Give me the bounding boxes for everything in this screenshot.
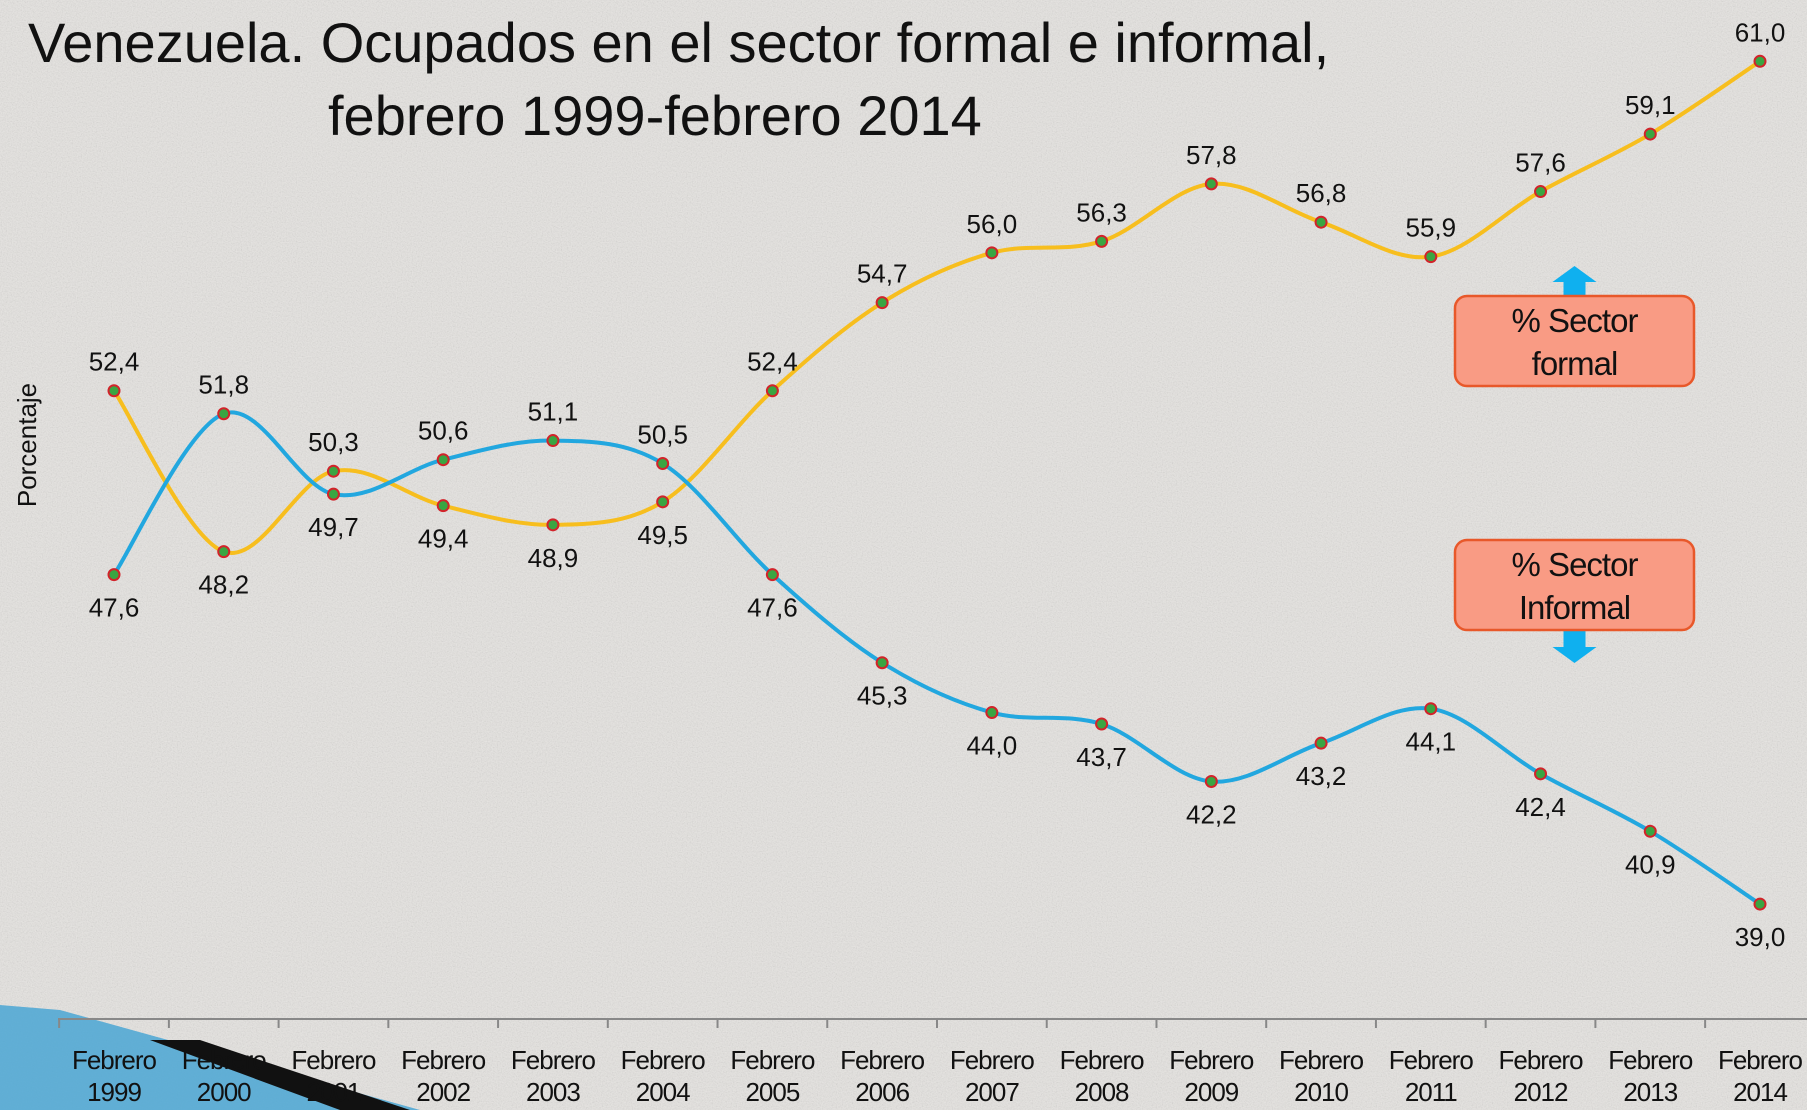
legend-label: % Sector Informal [1511,546,1639,626]
data-label: 42,4 [1515,792,1566,822]
legend-box [1453,538,1696,632]
marker [1204,177,1218,191]
data-label: 44,1 [1405,727,1456,757]
decoration [150,1040,410,1110]
data-label: 48,9 [528,543,579,573]
x-tick-label: Febrero 2000 [181,1045,267,1107]
marker [985,706,999,720]
marker [1643,824,1657,838]
legend-frame: % Sector formal [1511,302,1639,382]
marker [1314,736,1328,750]
marker [1314,215,1328,229]
marker [765,568,779,582]
marker [656,495,670,509]
data-label: 48,2 [198,570,249,600]
data-label: 51,8 [198,370,249,400]
data-label: 56,0 [967,209,1018,239]
data-label: 42,2 [1186,799,1237,829]
marker [985,246,999,260]
marker [1643,127,1657,141]
marker [546,518,560,532]
data-label: 43,7 [1076,742,1127,772]
marker [436,453,450,467]
data-label: 45,3 [857,681,908,711]
x-tick-label: Febrero 2010 [1279,1045,1364,1107]
marker [217,407,231,421]
line [112,410,1762,906]
marker [875,296,889,310]
data-label: 50,3 [308,427,359,457]
data-label: 52,4 [747,347,798,377]
data-label: 51,1 [528,397,579,427]
marker [107,568,121,582]
data-label: 52,4 [89,347,140,377]
x-tick-label: Febrero 2014 [1717,1045,1803,1107]
x-tick-label: Febrero 2006 [840,1045,925,1107]
data-label: 49,4 [418,524,469,554]
marker [765,384,779,398]
arrow [1552,266,1597,296]
marker [1204,774,1218,788]
x-tick-label: Febrero 2007 [949,1045,1035,1107]
legend-label: % Sector formal [1511,302,1639,382]
data-label: 40,9 [1625,849,1676,879]
data-label: 56,3 [1076,197,1127,227]
data-label: 43,2 [1296,761,1347,791]
data-label: 57,6 [1515,148,1566,178]
x-tick-label: Febrero 2004 [620,1045,706,1107]
x-tick-label: Febrero 2009 [1169,1045,1254,1107]
data-label: 49,7 [308,512,359,542]
x-tick-label: Febrero 2012 [1498,1045,1584,1107]
x-tick-label: Febrero 2008 [1059,1045,1145,1107]
data-label: 50,6 [418,416,469,446]
x-tick-label: Febrero 2005 [730,1045,815,1107]
data-label: 56,8 [1296,178,1347,208]
x-tick-label: Febrero 2011 [1388,1045,1474,1107]
marker [1753,897,1767,911]
x-tick-label: Febrero 2003 [510,1045,596,1107]
data-label: 47,6 [747,593,798,623]
data-label: 55,9 [1405,213,1456,243]
line [112,59,1762,556]
marker [546,434,560,448]
marker [1095,717,1109,731]
y-axis-label: Porcentaje [12,383,42,507]
marker [436,499,450,513]
marker [1534,185,1548,199]
marker [217,545,231,559]
marker [656,457,670,471]
chart-title: febrero 1999-febrero 2014 [328,84,982,147]
marker [1424,250,1438,264]
data-label: 49,5 [637,520,688,550]
marker [107,384,121,398]
data-label: 57,8 [1186,140,1237,170]
x-tick-label: Febrero 2013 [1608,1045,1693,1107]
data-label: 47,6 [89,593,140,623]
marker [1095,234,1109,248]
legend-frame: % Sector Informal [1511,546,1639,626]
data-label: 54,7 [857,259,908,289]
data-label: 59,1 [1625,90,1676,120]
marker [326,487,340,501]
data-label: 50,5 [637,420,688,450]
x-tick-label: Febrero 2002 [401,1045,486,1107]
marker [1753,54,1767,68]
x-tick-label: Febrero 2001 [291,1045,376,1107]
legend-box [1453,294,1696,388]
x-tick-label: Febrero 1999 [71,1045,157,1107]
data-label: 61,0 [1735,17,1786,47]
data-label: 39,0 [1735,922,1786,952]
marker [326,464,340,478]
marker [875,656,889,670]
arrow [1552,630,1597,663]
data-label: 44,0 [967,731,1018,761]
marker [1424,702,1438,716]
marker [1534,767,1548,781]
chart-title: Venezuela. Ocupados en el sector formal … [28,11,1329,74]
